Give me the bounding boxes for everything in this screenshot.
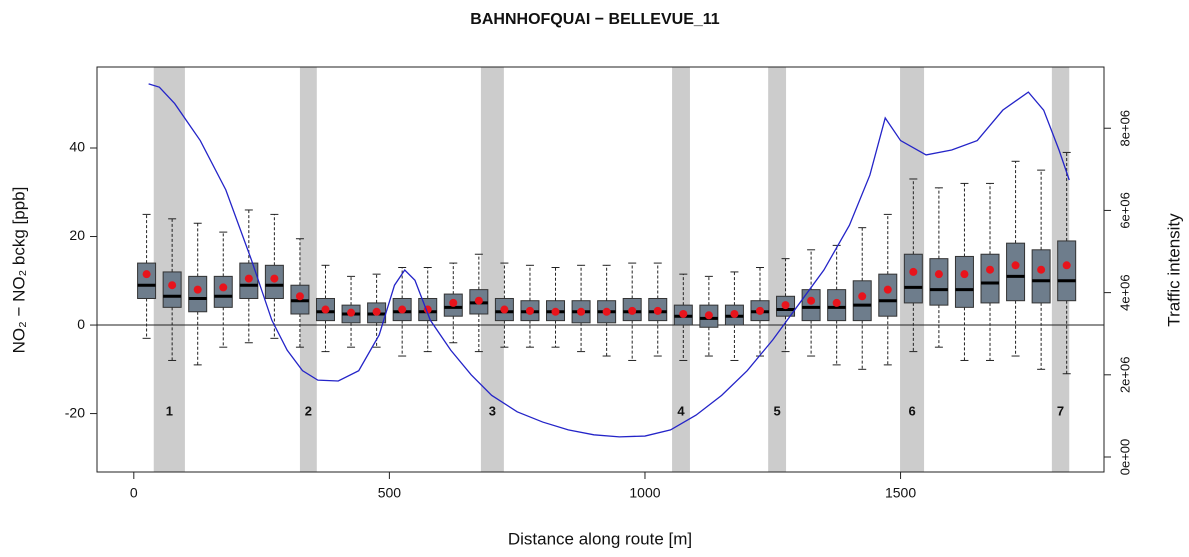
highlight-band: [768, 67, 787, 472]
band-label: 5: [773, 403, 780, 418]
mean-dot: [832, 298, 841, 307]
mean-dot: [321, 305, 330, 314]
y2-axis-label: Traffic intensity: [1164, 213, 1183, 327]
box: [1057, 240, 1077, 302]
mean-dot: [372, 307, 381, 316]
mean-dot: [270, 274, 279, 283]
mean-dot: [807, 296, 816, 305]
mean-dot: [219, 283, 228, 292]
y2-tick-label: 4e+06: [1117, 274, 1132, 311]
mean-dot: [474, 296, 483, 305]
mean-dot: [347, 308, 356, 317]
mean-dot: [883, 285, 892, 294]
mean-dot: [193, 285, 202, 294]
mean-dot: [934, 270, 943, 279]
mean-dot: [1037, 265, 1046, 274]
box: [137, 262, 157, 299]
band-label: 2: [305, 403, 312, 418]
mean-dot: [960, 270, 969, 279]
band-label: 3: [489, 403, 496, 418]
mean-dot: [858, 292, 867, 301]
x-tick-label: 500: [378, 485, 402, 501]
mean-dot: [755, 306, 764, 315]
x-tick-label: 0: [130, 485, 138, 501]
y-tick-label: 20: [69, 227, 85, 243]
y-tick-label: 40: [69, 139, 85, 155]
plot-frame: [96, 66, 1105, 473]
highlight-band: [153, 67, 185, 472]
y2-tick-label: 2e+06: [1117, 357, 1132, 394]
box: [954, 255, 974, 308]
band-label: 4: [677, 403, 685, 418]
mean-dot: [168, 281, 177, 290]
x-tick-label: 1000: [629, 485, 660, 501]
mean-dot: [142, 270, 151, 279]
mean-dot: [500, 305, 509, 314]
mean-dot: [577, 307, 586, 316]
chart-title: BAHNHOFQUAI − BELLEVUE_11: [470, 11, 719, 28]
mean-dot: [986, 265, 995, 274]
mean-dot: [909, 267, 918, 276]
box: [1006, 242, 1026, 302]
traffic-line: [148, 83, 1070, 438]
mean-dot: [525, 306, 534, 315]
y2-tick-label: 0e+00: [1117, 439, 1132, 476]
x-tick-label: 1500: [885, 485, 916, 501]
box: [801, 289, 821, 322]
y-tick-label: -20: [65, 404, 85, 420]
box: [903, 253, 923, 304]
highlight-band: [480, 67, 504, 472]
mean-dot: [628, 306, 637, 315]
mean-dot: [449, 298, 458, 307]
mean-dot: [781, 301, 790, 310]
y-tick-label: 0: [77, 316, 85, 332]
mean-dot: [244, 274, 253, 283]
mean-dot: [602, 307, 611, 316]
box: [188, 275, 208, 313]
highlight-band: [672, 67, 690, 472]
y2-tick-label: 8e+06: [1117, 110, 1132, 147]
mean-dot: [1062, 261, 1071, 270]
box: [878, 273, 898, 317]
box: [852, 280, 872, 322]
mean-dot: [551, 307, 560, 316]
mean-dot: [730, 309, 739, 318]
mean-dot: [704, 311, 713, 320]
highlight-band: [299, 67, 317, 472]
box: [213, 275, 233, 308]
y-axis-label: NO₂ − NO₂ bckg [ppb]: [9, 187, 28, 354]
x-axis-label: Distance along route [m]: [508, 529, 692, 548]
y2-tick-label: 6e+06: [1117, 192, 1132, 229]
mean-dot: [653, 306, 662, 315]
mean-dot: [679, 309, 688, 318]
band-label: 1: [166, 403, 173, 418]
band-label: 7: [1057, 403, 1064, 418]
box: [980, 253, 1000, 304]
band-label: 6: [908, 403, 915, 418]
box: [929, 258, 949, 306]
mean-dot: [295, 292, 304, 301]
mean-dot: [1011, 261, 1020, 270]
box: [1031, 249, 1051, 304]
mean-dot: [398, 305, 407, 314]
box: [162, 271, 182, 308]
